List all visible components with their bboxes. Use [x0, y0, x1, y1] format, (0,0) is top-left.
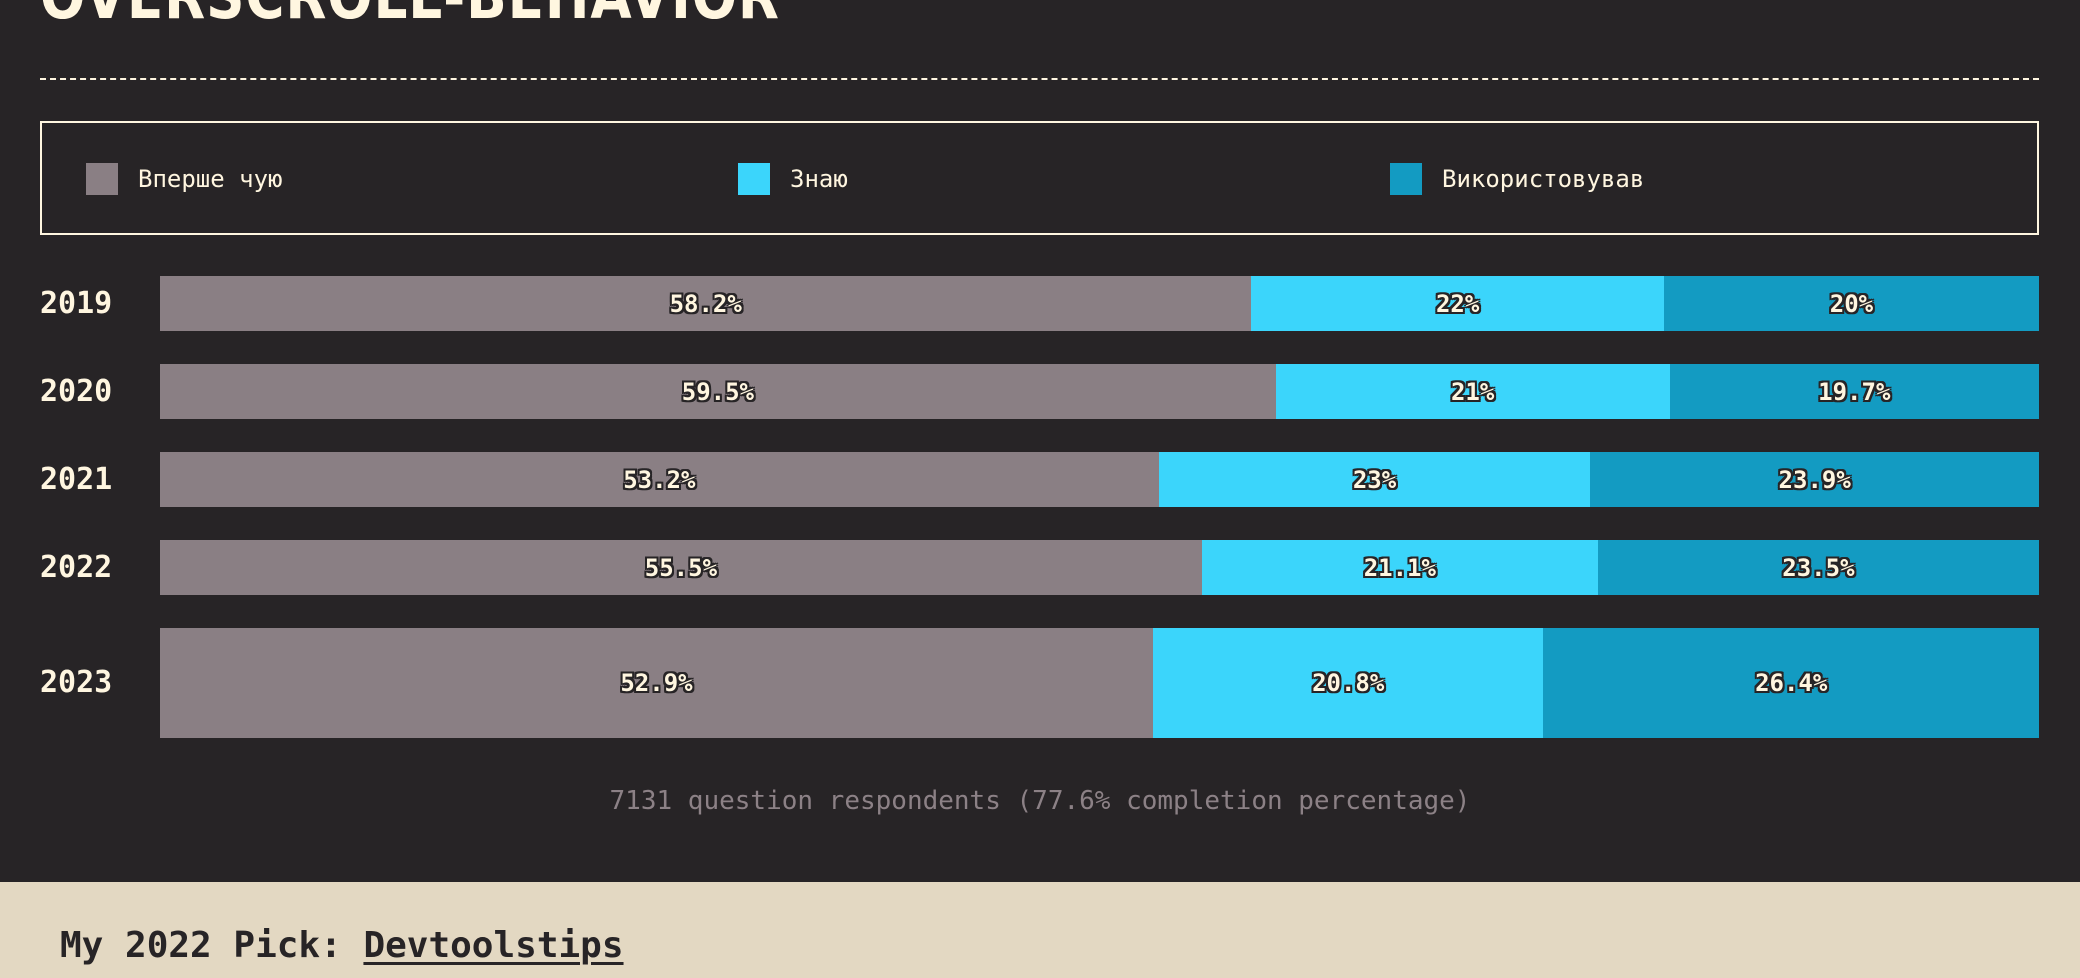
stacked-bar-chart: 2019 58.2% 22% 20% 2020 59.5% 21% 19.7% 2021 53.2…: [0, 0, 2080, 760]
respondents-note: 7131 question respondents (77.6% complet…: [0, 786, 2080, 816]
year-label-2020: 2020: [40, 364, 150, 419]
data-label-used-2019: 20%: [1830, 290, 1873, 318]
bar-segment-never-heard-2020[interactable]: 59.5%: [160, 364, 1276, 419]
bar-segment-never-heard-2023[interactable]: 52.9%: [160, 628, 1153, 738]
bar-row-2019: 58.2% 22% 20%: [160, 276, 2039, 331]
bar-segment-used-2019[interactable]: 20%: [1664, 276, 2039, 331]
pick-heading: My 2022 Pick: Devtoolstips: [60, 928, 624, 964]
bar-segment-never-heard-2019[interactable]: 58.2%: [160, 276, 1251, 331]
bar-row-2020: 59.5% 21% 19.7%: [160, 364, 2039, 419]
bar-row-2022: 55.5% 21.1% 23.5%: [160, 540, 2039, 595]
bar-segment-know-2023[interactable]: 20.8%: [1153, 628, 1543, 738]
year-label-2019: 2019: [40, 276, 150, 331]
bar-row-2023: 52.9% 20.8% 26.4%: [160, 628, 2039, 738]
data-label-know-2021: 23%: [1353, 466, 1396, 494]
data-label-know-2023: 20.8%: [1312, 669, 1384, 697]
data-label-used-2022: 23.5%: [1782, 554, 1854, 582]
bar-segment-know-2019[interactable]: 22%: [1251, 276, 1664, 331]
bar-segment-never-heard-2021[interactable]: 53.2%: [160, 452, 1159, 507]
year-label-2022: 2022: [40, 540, 150, 595]
bar-segment-never-heard-2022[interactable]: 55.5%: [160, 540, 1202, 595]
data-label-used-2021: 23.9%: [1779, 466, 1851, 494]
data-label-used-2020: 19.7%: [1818, 378, 1890, 406]
data-label-never-heard-2023: 52.9%: [620, 669, 692, 697]
bar-row-2021: 53.2% 23% 23.9%: [160, 452, 2039, 507]
pick-section: My 2022 Pick: Devtoolstips: [0, 882, 2080, 978]
pick-prefix: My 2022 Pick:: [60, 925, 363, 966]
bar-segment-used-2020[interactable]: 19.7%: [1670, 364, 2039, 419]
data-label-know-2022: 21.1%: [1364, 554, 1436, 582]
bar-segment-used-2023[interactable]: 26.4%: [1543, 628, 2039, 738]
year-label-2021: 2021: [40, 452, 150, 507]
year-label-2023: 2023: [40, 628, 150, 738]
bar-segment-know-2022[interactable]: 21.1%: [1202, 540, 1598, 595]
bar-segment-used-2022[interactable]: 23.5%: [1598, 540, 2039, 595]
data-label-used-2023: 26.4%: [1755, 669, 1827, 697]
pick-link[interactable]: Devtoolstips: [363, 925, 623, 966]
data-label-know-2019: 22%: [1436, 290, 1479, 318]
data-label-never-heard-2019: 58.2%: [670, 290, 742, 318]
bar-segment-know-2021[interactable]: 23%: [1159, 452, 1591, 507]
bar-segment-used-2021[interactable]: 23.9%: [1590, 452, 2039, 507]
data-label-never-heard-2021: 53.2%: [623, 466, 695, 494]
data-label-know-2020: 21%: [1451, 378, 1494, 406]
bar-segment-know-2020[interactable]: 21%: [1276, 364, 1670, 419]
data-label-never-heard-2022: 55.5%: [645, 554, 717, 582]
data-label-never-heard-2020: 59.5%: [682, 378, 754, 406]
